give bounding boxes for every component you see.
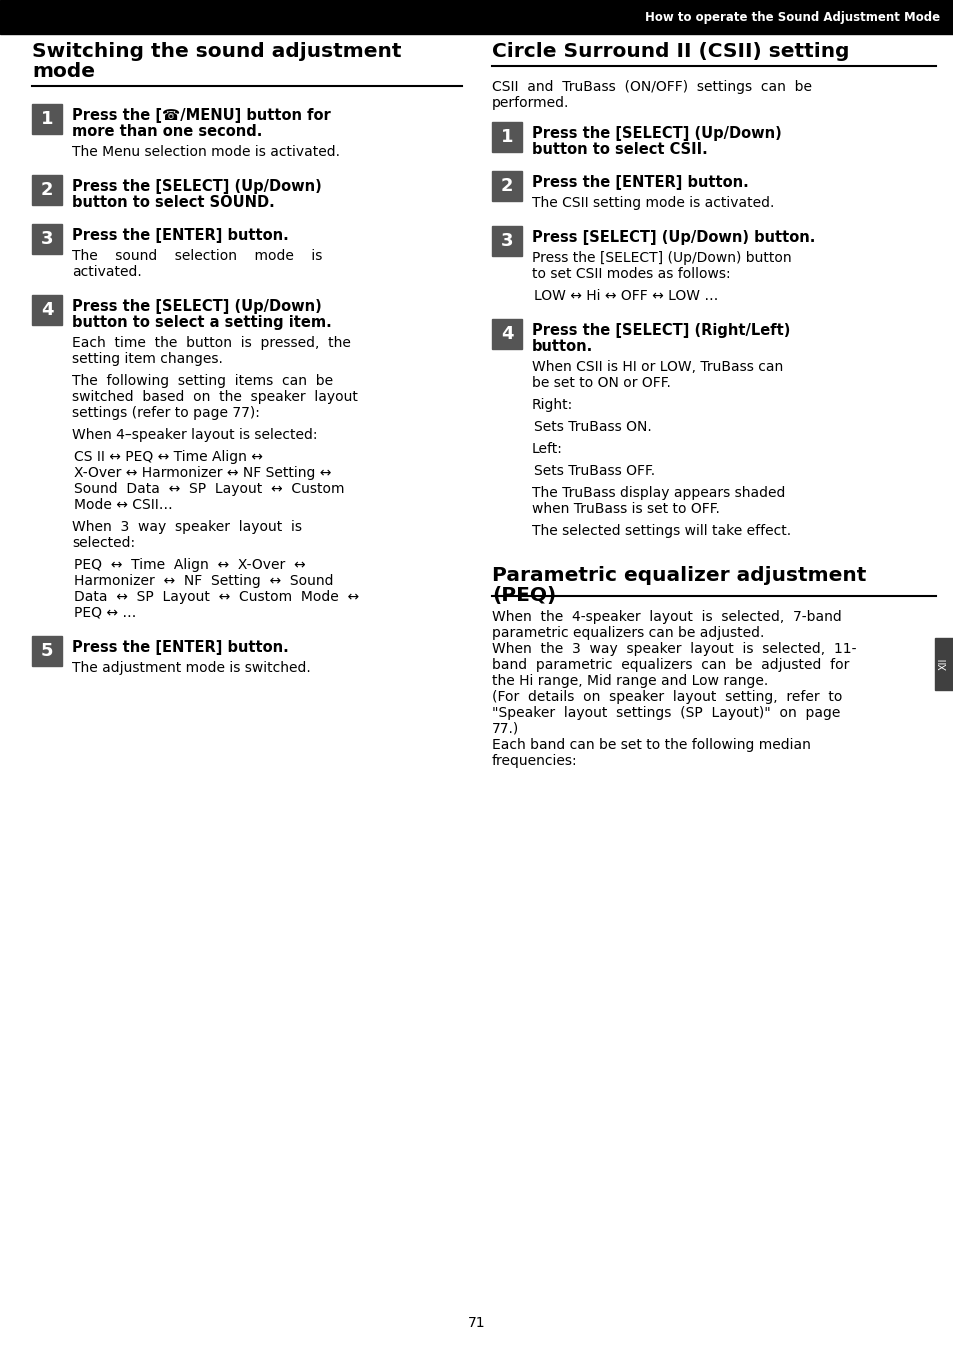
Text: button.: button. <box>532 339 593 354</box>
Text: PEQ ↔ …: PEQ ↔ … <box>74 606 136 621</box>
Text: 3: 3 <box>41 230 53 247</box>
Text: 71: 71 <box>468 1315 485 1330</box>
Text: Sets TruBass ON.: Sets TruBass ON. <box>534 420 651 434</box>
Bar <box>934 638 952 690</box>
Text: When CSII is HI or LOW, TruBass can: When CSII is HI or LOW, TruBass can <box>532 360 782 375</box>
Text: 1: 1 <box>41 110 53 128</box>
Text: When  the  4-speaker  layout  is  selected,  7-band: When the 4-speaker layout is selected, 7… <box>492 610 841 625</box>
Text: The Menu selection mode is activated.: The Menu selection mode is activated. <box>71 145 339 160</box>
Text: frequencies:: frequencies: <box>492 754 577 768</box>
Text: to set CSII modes as follows:: to set CSII modes as follows: <box>532 266 730 281</box>
Text: more than one second.: more than one second. <box>71 124 262 139</box>
Text: How to operate the Sound Adjustment Mode: How to operate the Sound Adjustment Mode <box>644 11 939 23</box>
Text: Mode ↔ CSII…: Mode ↔ CSII… <box>74 498 172 512</box>
Text: 5: 5 <box>41 642 53 660</box>
Text: Press the [☎/MENU] button for: Press the [☎/MENU] button for <box>71 108 331 123</box>
Text: button to select a setting item.: button to select a setting item. <box>71 315 332 330</box>
Bar <box>492 226 521 256</box>
Text: The  following  setting  items  can  be: The following setting items can be <box>71 375 333 388</box>
Text: When  the  3  way  speaker  layout  is  selected,  11-: When the 3 way speaker layout is selecte… <box>492 642 856 656</box>
Text: 77.): 77.) <box>492 722 518 735</box>
Text: Sets TruBass OFF.: Sets TruBass OFF. <box>534 464 655 479</box>
Text: Press the [SELECT] (Right/Left): Press the [SELECT] (Right/Left) <box>532 323 789 338</box>
Text: The CSII setting mode is activated.: The CSII setting mode is activated. <box>532 196 774 210</box>
Bar <box>492 170 521 201</box>
Text: button to select CSII.: button to select CSII. <box>532 142 707 157</box>
Bar <box>32 635 62 667</box>
Text: When  3  way  speaker  layout  is: When 3 way speaker layout is <box>71 521 302 534</box>
Text: Parametric equalizer adjustment: Parametric equalizer adjustment <box>492 566 865 585</box>
Text: 1: 1 <box>500 128 513 146</box>
Text: Left:: Left: <box>532 442 562 456</box>
Text: setting item changes.: setting item changes. <box>71 352 223 366</box>
Text: Circle Surround II (CSII) setting: Circle Surround II (CSII) setting <box>492 42 848 61</box>
Text: The TruBass display appears shaded: The TruBass display appears shaded <box>532 485 784 500</box>
Text: mode: mode <box>32 62 95 81</box>
Text: CS II ↔ PEQ ↔ Time Align ↔: CS II ↔ PEQ ↔ Time Align ↔ <box>74 450 263 464</box>
Text: 4: 4 <box>41 301 53 319</box>
Text: Press the [SELECT] (Up/Down) button: Press the [SELECT] (Up/Down) button <box>532 251 791 265</box>
Text: Right:: Right: <box>532 397 573 412</box>
Text: activated.: activated. <box>71 265 142 279</box>
Text: the Hi range, Mid range and Low range.: the Hi range, Mid range and Low range. <box>492 675 767 688</box>
Text: 2: 2 <box>41 181 53 199</box>
Text: Press [SELECT] (Up/Down) button.: Press [SELECT] (Up/Down) button. <box>532 230 815 245</box>
Text: parametric equalizers can be adjusted.: parametric equalizers can be adjusted. <box>492 626 763 639</box>
Text: Sound  Data  ↔  SP  Layout  ↔  Custom: Sound Data ↔ SP Layout ↔ Custom <box>74 483 344 496</box>
Text: band  parametric  equalizers  can  be  adjusted  for: band parametric equalizers can be adjust… <box>492 658 848 672</box>
Bar <box>32 174 62 206</box>
Bar <box>32 104 62 134</box>
Text: Harmonizer  ↔  NF  Setting  ↔  Sound: Harmonizer ↔ NF Setting ↔ Sound <box>74 575 334 588</box>
Text: Each band can be set to the following median: Each band can be set to the following me… <box>492 738 810 752</box>
Text: button to select SOUND.: button to select SOUND. <box>71 195 274 210</box>
Text: be set to ON or OFF.: be set to ON or OFF. <box>532 376 670 389</box>
Text: The adjustment mode is switched.: The adjustment mode is switched. <box>71 661 311 675</box>
Text: Press the [SELECT] (Up/Down): Press the [SELECT] (Up/Down) <box>71 299 321 314</box>
Text: LOW ↔ Hi ↔ OFF ↔ LOW …: LOW ↔ Hi ↔ OFF ↔ LOW … <box>534 289 718 303</box>
Text: selected:: selected: <box>71 535 135 550</box>
Text: Data  ↔  SP  Layout  ↔  Custom  Mode  ↔: Data ↔ SP Layout ↔ Custom Mode ↔ <box>74 589 358 604</box>
Text: (For  details  on  speaker  layout  setting,  refer  to: (For details on speaker layout setting, … <box>492 690 841 704</box>
Text: Switching the sound adjustment: Switching the sound adjustment <box>32 42 401 61</box>
Text: settings (refer to page 77):: settings (refer to page 77): <box>71 406 259 420</box>
Text: Each  time  the  button  is  pressed,  the: Each time the button is pressed, the <box>71 337 351 350</box>
Text: "Speaker  layout  settings  (SP  Layout)"  on  page: "Speaker layout settings (SP Layout)" on… <box>492 706 840 721</box>
Bar <box>492 319 521 349</box>
Text: (PEQ): (PEQ) <box>492 585 556 604</box>
Text: When 4–speaker layout is selected:: When 4–speaker layout is selected: <box>71 429 317 442</box>
Text: switched  based  on  the  speaker  layout: switched based on the speaker layout <box>71 389 357 404</box>
Text: 2: 2 <box>500 177 513 195</box>
Bar <box>0 0 953 34</box>
Text: X-Over ↔ Harmonizer ↔ NF Setting ↔: X-Over ↔ Harmonizer ↔ NF Setting ↔ <box>74 466 331 480</box>
Bar <box>492 122 521 151</box>
Bar <box>32 224 62 254</box>
Text: Press the [ENTER] button.: Press the [ENTER] button. <box>71 639 289 654</box>
Text: performed.: performed. <box>492 96 569 110</box>
Text: 3: 3 <box>500 233 513 250</box>
Text: XII: XII <box>938 658 948 671</box>
Text: Press the [ENTER] button.: Press the [ENTER] button. <box>532 174 748 191</box>
Text: Press the [SELECT] (Up/Down): Press the [SELECT] (Up/Down) <box>71 178 321 193</box>
Text: PEQ  ↔  Time  Align  ↔  X-Over  ↔: PEQ ↔ Time Align ↔ X-Over ↔ <box>74 558 305 572</box>
Text: when TruBass is set to OFF.: when TruBass is set to OFF. <box>532 502 720 516</box>
Text: The    sound    selection    mode    is: The sound selection mode is <box>71 249 322 264</box>
Text: Press the [SELECT] (Up/Down): Press the [SELECT] (Up/Down) <box>532 126 781 141</box>
Text: 4: 4 <box>500 324 513 343</box>
Bar <box>32 295 62 324</box>
Text: The selected settings will take effect.: The selected settings will take effect. <box>532 525 790 538</box>
Text: CSII  and  TruBass  (ON/OFF)  settings  can  be: CSII and TruBass (ON/OFF) settings can b… <box>492 80 811 95</box>
Text: Press the [ENTER] button.: Press the [ENTER] button. <box>71 228 289 243</box>
